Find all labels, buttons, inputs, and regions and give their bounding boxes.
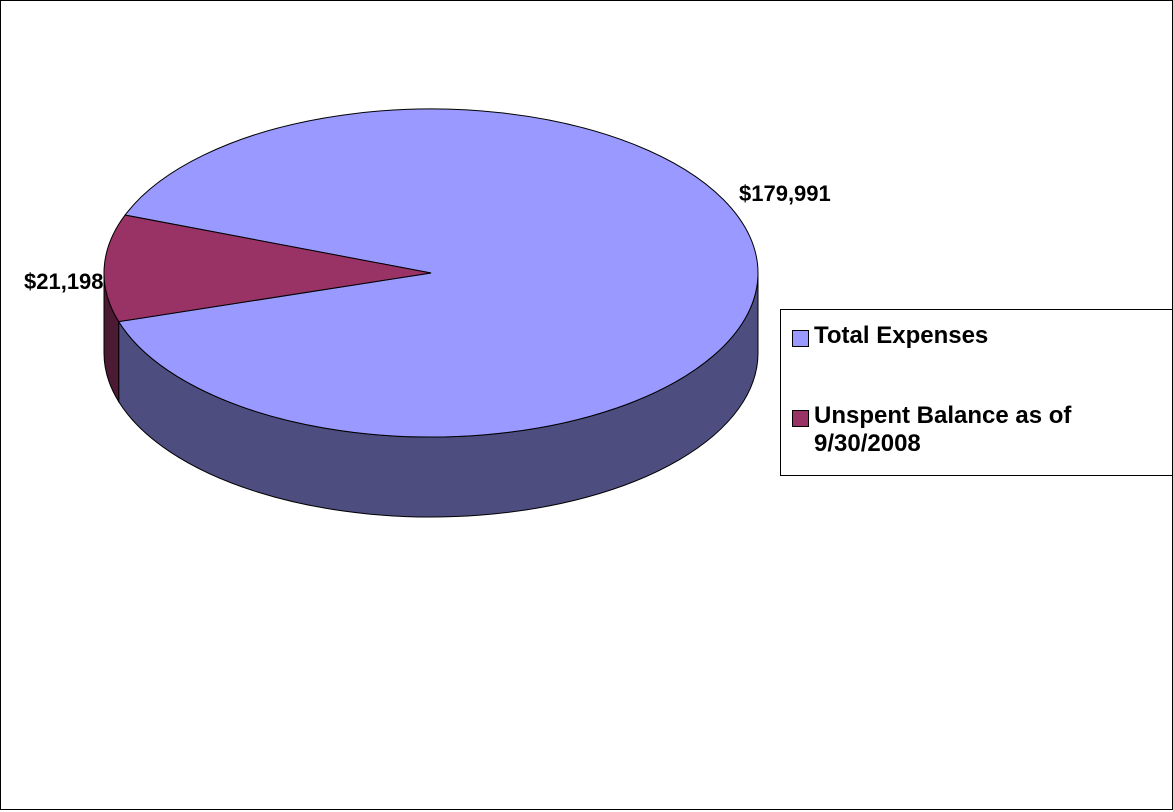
legend-label-total-expenses: Total Expenses xyxy=(814,322,989,349)
data-label-total-expenses: $179,991 xyxy=(739,181,831,206)
legend-label-unspent-balance: Unspent Balance as of 9/30/2008 xyxy=(814,402,1072,457)
pie-slice-unspent-balance xyxy=(103,214,432,323)
data-label-unspent-balance: $21,198 xyxy=(24,269,104,294)
legend-swatch-unspent-balance xyxy=(792,410,809,427)
legend-item-total-expenses: Total Expenses xyxy=(781,322,1154,350)
legend-item-unspent-balance: Unspent Balance as of 9/30/2008 xyxy=(781,402,1154,458)
legend-swatch-total-expenses xyxy=(792,330,809,347)
pie-slice-total-expenses xyxy=(117,108,759,438)
chart-legend: Total Expenses Unspent Balance as of 9/3… xyxy=(780,309,1173,476)
